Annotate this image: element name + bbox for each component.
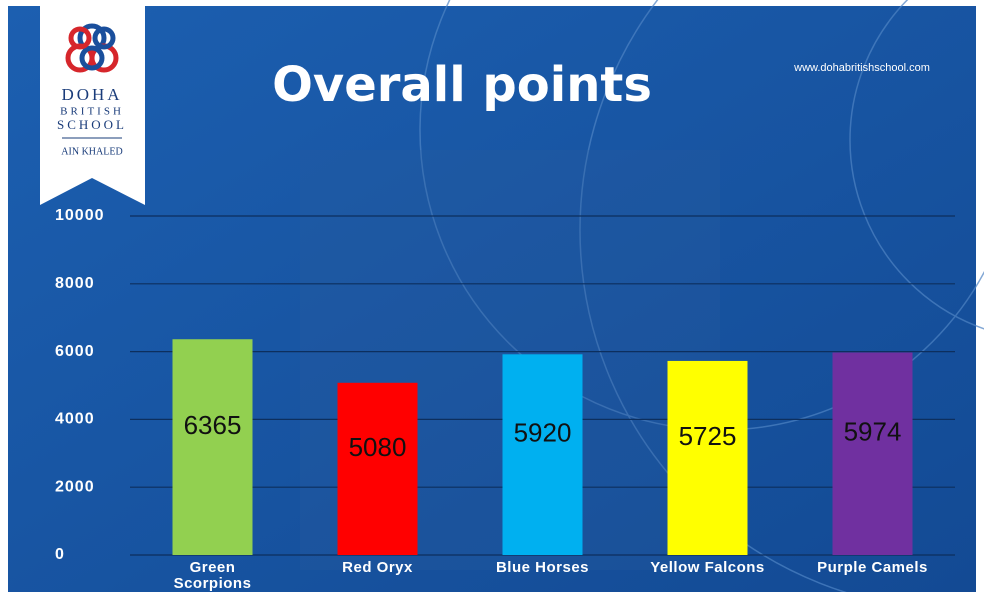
logo-text: DOHA bbox=[61, 85, 122, 104]
x-tick-label: Green Scorpions bbox=[158, 560, 268, 592]
x-tick-label: Blue Horses bbox=[463, 560, 623, 576]
logo-campus: AIN KHALED bbox=[61, 146, 122, 157]
bar bbox=[503, 354, 583, 555]
y-tick-label: 0 bbox=[55, 546, 65, 563]
value-label: 5080 bbox=[349, 432, 407, 462]
bar bbox=[173, 339, 253, 555]
website: www.dohabritishschool.com bbox=[793, 62, 930, 74]
x-tick-label: Yellow Falcons bbox=[628, 560, 788, 576]
logo-text: BRITISH bbox=[60, 106, 124, 118]
x-tick-label: Red Oryx bbox=[298, 560, 458, 576]
y-tick-label: 6000 bbox=[55, 343, 95, 360]
y-tick-label: 8000 bbox=[55, 275, 95, 292]
value-label: 5725 bbox=[679, 421, 737, 451]
value-label: 5974 bbox=[844, 417, 902, 447]
bar bbox=[833, 352, 913, 555]
logo-text: SCHOOL bbox=[57, 117, 127, 132]
y-tick-label: 10000 bbox=[55, 207, 105, 224]
bar bbox=[668, 361, 748, 555]
chart-title: Overall points bbox=[272, 57, 652, 113]
chart: DOHA BRITISH SCHOOL AIN KHALED Overall p… bbox=[0, 0, 984, 592]
value-label: 6365 bbox=[184, 410, 242, 440]
slide: DOHA BRITISH SCHOOL AIN KHALED Overall p… bbox=[0, 0, 984, 592]
bar bbox=[338, 383, 418, 555]
y-tick-label: 4000 bbox=[55, 411, 95, 428]
value-label: 5920 bbox=[514, 418, 572, 448]
x-tick-label: Purple Camels bbox=[793, 560, 953, 576]
y-tick-label: 2000 bbox=[55, 478, 95, 495]
